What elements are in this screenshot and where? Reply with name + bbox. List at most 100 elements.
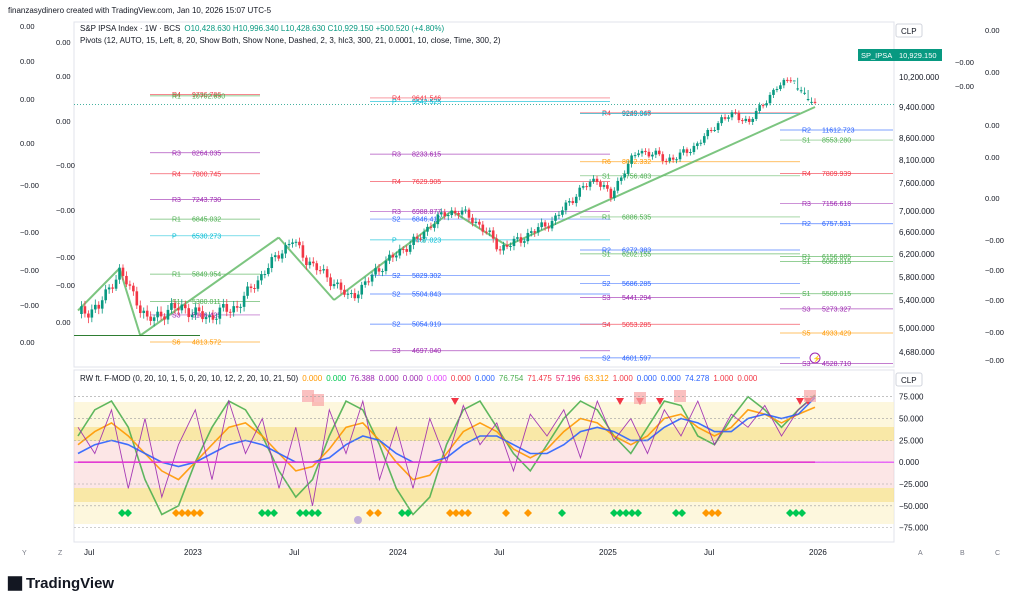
price-tick-label: 5,400.000 — [899, 296, 935, 305]
candle-body — [716, 123, 720, 130]
candle-body — [211, 315, 215, 320]
candle-body — [523, 241, 526, 243]
corner-letter-c[interactable]: C — [995, 550, 1000, 557]
currency-tag-main[interactable] — [895, 23, 923, 38]
signal-diamond — [196, 509, 204, 517]
pivot-label: S3 — [172, 312, 181, 319]
candle-body — [343, 289, 346, 295]
price-tick-label: 6,200.000 — [899, 250, 935, 259]
pivot-value: 10702.650 — [192, 93, 225, 100]
candle-body — [782, 79, 786, 86]
left-scale-label: −0.00 — [20, 301, 39, 310]
candle-body — [457, 213, 460, 215]
candle-body — [339, 282, 343, 290]
candle-body — [547, 226, 550, 229]
candle-body — [332, 284, 336, 287]
indicator-value: 0.000 — [427, 374, 448, 383]
sell-triangle — [796, 398, 804, 405]
candle-body — [699, 142, 703, 144]
candle-body — [723, 117, 727, 119]
candle-body — [664, 160, 668, 162]
candle-body — [301, 245, 305, 258]
right-scale-label: −0.00 — [985, 328, 1004, 337]
pivot-value: 4933.429 — [822, 330, 851, 337]
candle-body — [187, 308, 191, 318]
price-tick-label: 8,600.000 — [899, 134, 935, 143]
pivot-label: S2 — [392, 291, 401, 298]
currency-tag-indicator[interactable] — [895, 372, 923, 387]
pivot-label: S3 — [802, 361, 811, 368]
legend-symbol-ohlc[interactable]: S&P IPSA Index · 1W · BCS O10,428.630 H10… — [80, 24, 444, 33]
candle-body — [277, 255, 280, 259]
candle-body — [768, 94, 772, 104]
indicator-value: 0.000 — [326, 374, 347, 383]
pivot-value: 5441.294 — [622, 295, 651, 302]
right-scale-label: 0.00 — [985, 68, 1000, 77]
main-pane[interactable] — [73, 21, 895, 368]
signal-diamond — [446, 509, 454, 517]
candle-body — [360, 284, 364, 295]
left-scale-label: −0.00 — [20, 266, 39, 275]
legend-pivots[interactable]: Pivots (12, AUTO, 15, Left, 8, 20, Show … — [80, 36, 501, 45]
tradingview-brand: TradingView — [26, 575, 115, 592]
tradingview-logo-icon: ⬛︎ — [8, 575, 22, 591]
candle-body — [225, 304, 229, 312]
corner-letter-b[interactable]: B — [960, 550, 965, 557]
corner-letter-y[interactable]: Y — [22, 550, 27, 557]
candle-body — [803, 92, 806, 94]
indicator-value: 76.754 — [499, 374, 524, 383]
pivot-value: 6202.155 — [622, 251, 651, 258]
corner-letter-a[interactable]: A — [918, 550, 923, 557]
right-scale-label: 0.00 — [985, 194, 1000, 203]
price-tick-label: 7,600.000 — [899, 179, 935, 188]
left-scale-label: 0.00 — [56, 38, 71, 47]
right-scale-label: −0.00 — [985, 356, 1004, 365]
candle-body — [536, 227, 540, 233]
candle-body — [602, 185, 606, 187]
candle-body — [446, 215, 450, 217]
pivot-value: 9736.786 — [192, 92, 221, 99]
legend-indicator[interactable]: RW ft. F-MOD (0, 20, 10, 1, 5, 0, 20, 10… — [80, 374, 758, 383]
signal-diamond — [404, 509, 412, 517]
left-scale-label: 0.00 — [20, 95, 35, 104]
candle-body — [637, 153, 640, 156]
candle-body — [336, 282, 339, 285]
candle-body — [702, 136, 706, 143]
candle-body — [668, 157, 671, 162]
candle-body — [671, 157, 675, 160]
pivot-value: 7756.483 — [622, 173, 651, 180]
pivot-label: S1 — [802, 291, 811, 298]
currency-label-main: CLP — [901, 27, 917, 36]
candle-body — [453, 210, 457, 214]
currency-label-indicator: CLP — [901, 376, 917, 385]
right-scale-label: −0.00 — [985, 236, 1004, 245]
candle-body — [173, 303, 177, 309]
left-scale-label: 0.00 — [56, 117, 71, 126]
candle-body — [353, 293, 357, 299]
corner-letter-z[interactable]: Z — [58, 550, 63, 557]
signal-highlight — [674, 390, 686, 402]
candle-body — [170, 303, 173, 310]
candle-body — [481, 224, 485, 232]
event-lightning-icon[interactable] — [809, 352, 821, 364]
candle-body — [460, 210, 464, 215]
indicator-value: 0.000 — [403, 374, 424, 383]
signal-diamond — [786, 509, 794, 517]
pivot-value: 8264.035 — [192, 150, 221, 157]
candle-body — [374, 268, 377, 275]
candle-body — [775, 89, 779, 91]
pivot-value: 9641.546 — [412, 95, 441, 102]
pivot-value: 5829.302 — [412, 273, 441, 280]
price-badge-symbol — [858, 49, 902, 61]
pivot-label: S4 — [602, 322, 611, 329]
left-scale-label: 0.00 — [20, 57, 35, 66]
signal-diamond — [792, 509, 800, 517]
tradingview-logo[interactable]: ⬛︎ TradingView — [8, 575, 114, 592]
candle-body — [273, 255, 277, 258]
candle-body — [114, 279, 118, 289]
candle-body — [474, 221, 478, 223]
candle-body — [208, 315, 211, 318]
indicator-tick-label: 25.000 — [899, 436, 924, 445]
candle-body — [363, 281, 367, 285]
